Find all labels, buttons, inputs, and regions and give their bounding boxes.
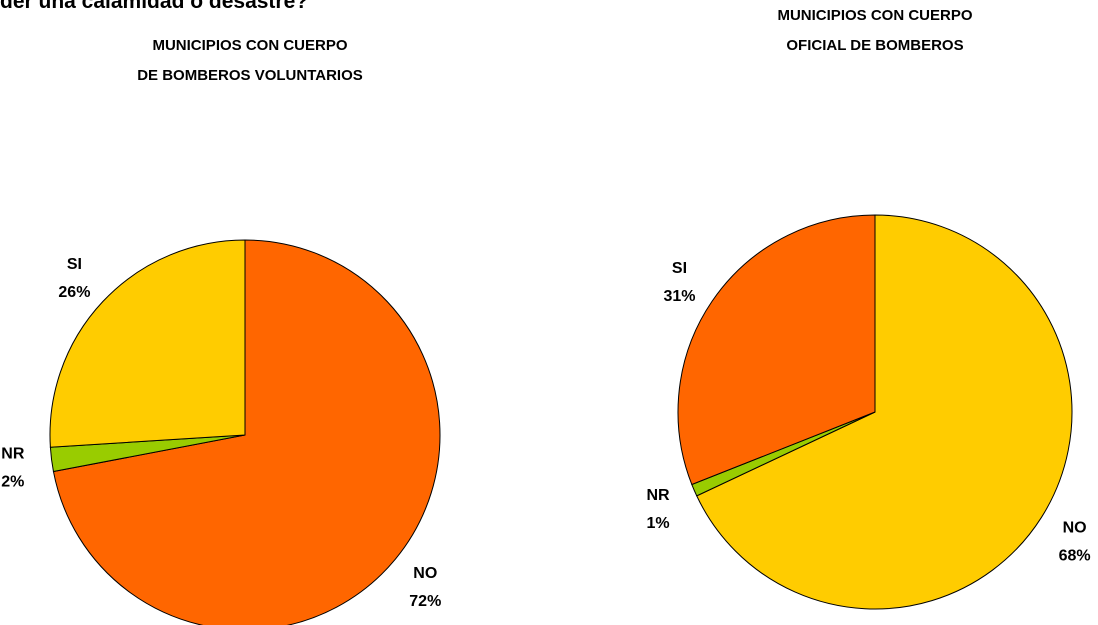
slice-value-label: 1% [646, 515, 669, 532]
slice-value-label: 26% [58, 284, 90, 301]
slice-category: NO [1063, 520, 1087, 537]
pie-slice [677, 214, 876, 486]
pie-slice [696, 214, 1073, 610]
chart-title: MUNICIPIOS CON CUERPO [777, 7, 972, 24]
slice-value-label: 72% [409, 593, 441, 610]
slice-category: SI [67, 256, 82, 273]
chart-title: MUNICIPIOS CON CUERPO [152, 37, 347, 54]
pie-slice [52, 239, 441, 625]
pie-slice [49, 239, 246, 448]
slice-category: NO [413, 565, 437, 582]
slice-value-label: 31% [663, 288, 695, 305]
chart-title: DE BOMBEROS VOLUNTARIOS [137, 67, 363, 84]
slice-category: NR [1, 445, 25, 462]
slice-category: SI [672, 260, 687, 277]
slice-value-label: 68% [1059, 548, 1091, 565]
slice-category: NR [646, 487, 670, 504]
header-text: der una calamidad o desastre? [0, 0, 308, 13]
chart-title: OFICIAL DE BOMBEROS [786, 37, 963, 54]
slice-value-label: 2% [1, 473, 24, 490]
